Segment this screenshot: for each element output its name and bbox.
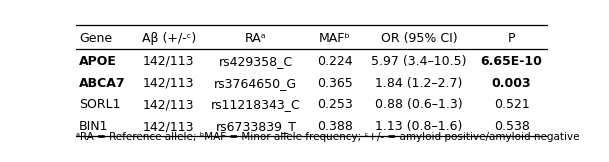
Text: 0.003: 0.003 (491, 77, 532, 90)
Text: BIN1: BIN1 (79, 120, 108, 133)
Text: ABCA7: ABCA7 (79, 77, 125, 90)
Text: Gene: Gene (79, 32, 112, 45)
Text: APOE: APOE (79, 55, 117, 68)
Text: RAᵃ: RAᵃ (245, 32, 267, 45)
Text: rs3764650_G: rs3764650_G (214, 77, 297, 90)
Text: P: P (508, 32, 515, 45)
Text: 0.253: 0.253 (317, 98, 353, 111)
Text: MAFᵇ: MAFᵇ (319, 32, 350, 45)
Text: SORL1: SORL1 (79, 98, 121, 111)
Text: 1.13 (0.8–1.6): 1.13 (0.8–1.6) (375, 120, 463, 133)
Text: rs6733839_T: rs6733839_T (216, 120, 297, 133)
Text: 0.538: 0.538 (494, 120, 529, 133)
Text: OR (95% CI): OR (95% CI) (381, 32, 457, 45)
Text: 142/113: 142/113 (143, 55, 195, 68)
Text: 5.97 (3.4–10.5): 5.97 (3.4–10.5) (371, 55, 466, 68)
Text: 142/113: 142/113 (143, 120, 195, 133)
Text: 0.388: 0.388 (317, 120, 353, 133)
Text: 0.88 (0.6–1.3): 0.88 (0.6–1.3) (375, 98, 463, 111)
Text: 0.521: 0.521 (494, 98, 529, 111)
Text: rs429358_C: rs429358_C (219, 55, 293, 68)
Text: 6.65E-10: 6.65E-10 (481, 55, 543, 68)
Text: 0.365: 0.365 (317, 77, 353, 90)
Text: Aβ (+/-ᶜ): Aβ (+/-ᶜ) (142, 32, 196, 45)
Text: 142/113: 142/113 (143, 77, 195, 90)
Text: 0.224: 0.224 (317, 55, 353, 68)
Text: 142/113: 142/113 (143, 98, 195, 111)
Text: rs11218343_C: rs11218343_C (211, 98, 301, 111)
Text: ᵃRA = Reference allele; ᵇMAF = Minor allele frequency; ᶜ+/- = amyloid positive/a: ᵃRA = Reference allele; ᵇMAF = Minor all… (76, 132, 580, 142)
Text: 1.84 (1.2–2.7): 1.84 (1.2–2.7) (375, 77, 463, 90)
